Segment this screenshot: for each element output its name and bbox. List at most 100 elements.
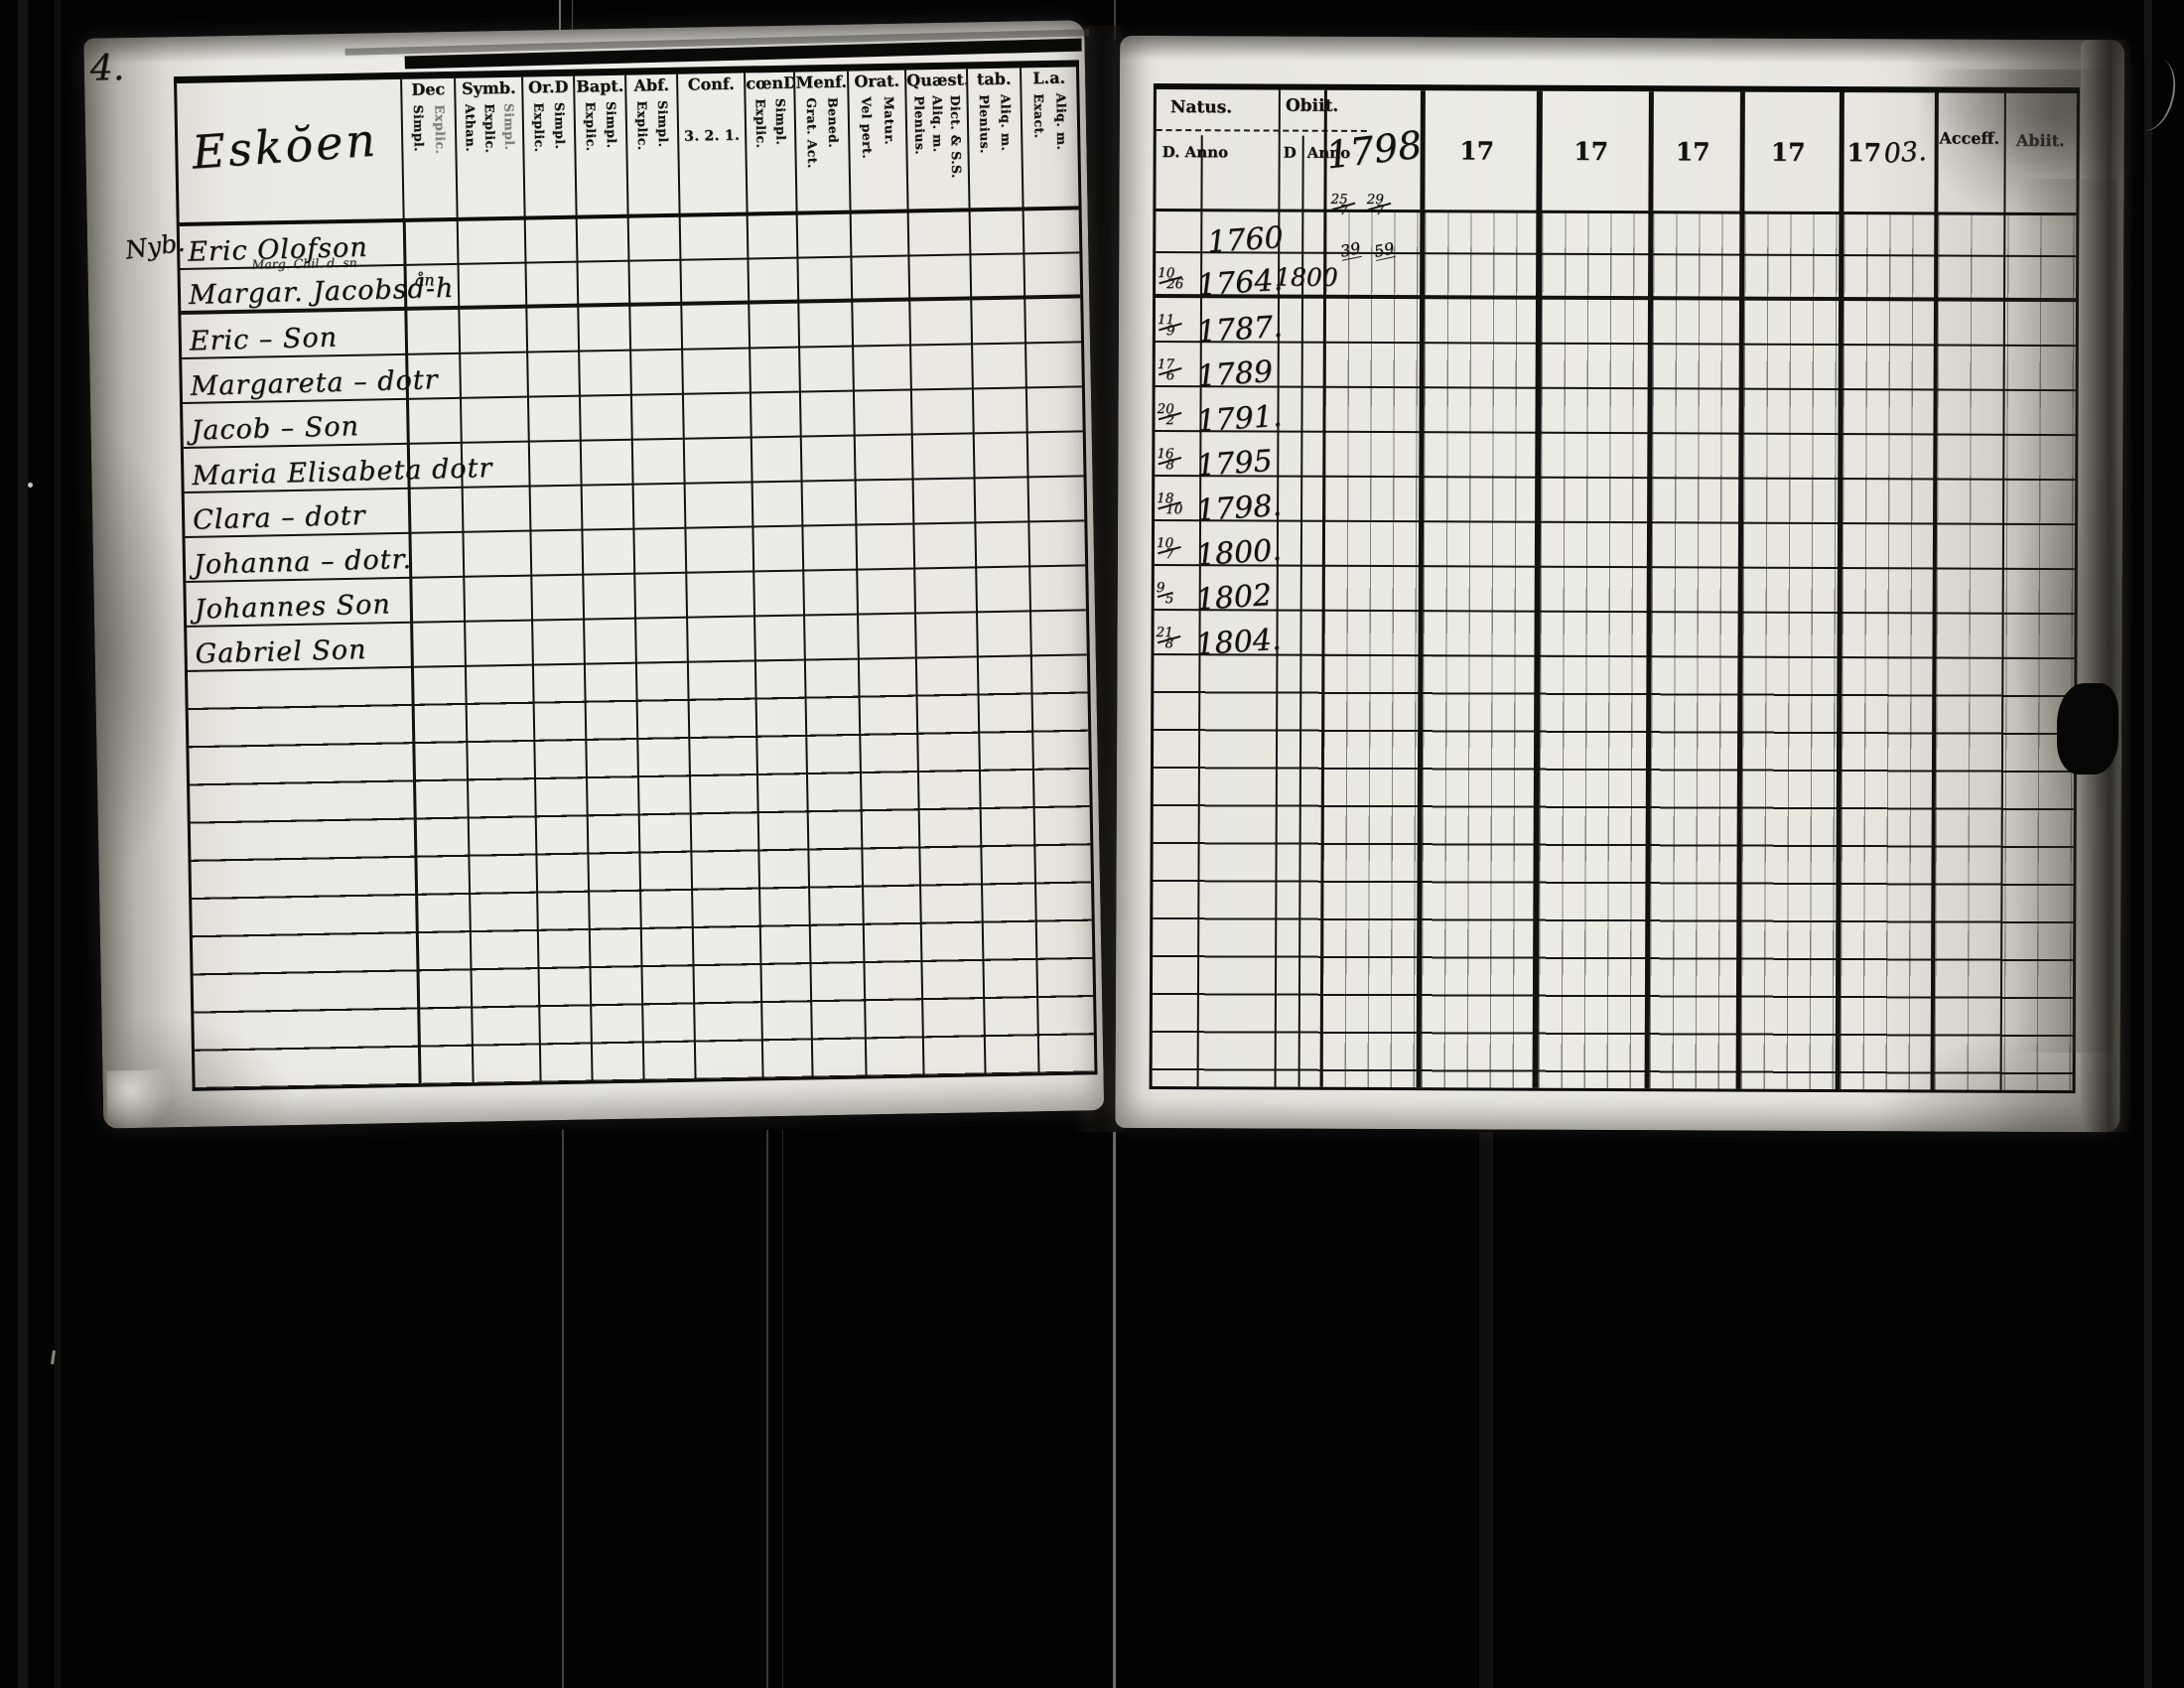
empty-ruled-rows [187, 655, 1095, 1088]
communion-marks: 39 59 [1338, 238, 1397, 261]
column-header-symb: Symb. Athan. Explic. Simpl. [454, 76, 524, 217]
column-label: Menf. [795, 71, 848, 92]
column-sublabel: Explic. [752, 98, 769, 149]
person-name: Johannes Son [194, 589, 392, 626]
film-scratch [2144, 0, 2152, 1688]
year-printed: 17 [1573, 136, 1609, 166]
accessit-label: Acceff. [1939, 128, 2000, 148]
column-sublabel: Simpl. [655, 99, 672, 148]
year-printed: 17 [1770, 137, 1806, 167]
left-table-header: Eskŏen Dec Simpl. Explic. Symb. Athan. Exp… [177, 67, 1079, 227]
column-sublabel: Explic. [531, 102, 548, 153]
column-sublabel: Simpl. [772, 97, 789, 146]
column-label: cœnD [746, 72, 794, 93]
column-sublabel: Simpl. [501, 102, 518, 151]
column-header-orat: Orat. Vel pert. Matur. [847, 70, 907, 211]
column-label: Conf. [687, 73, 735, 94]
column-sublabel: Aliq. m. [1053, 92, 1070, 151]
column-sublabel: Explic. [634, 100, 651, 151]
register-row: 21 8 1804. [1154, 611, 2075, 662]
empty-ruled-rows [1152, 655, 2075, 1091]
column-header-quaest: Quæst. Plenius. Aliq. m. Dict. & S.S. [903, 69, 969, 210]
column-sublabel: Simpl. [411, 104, 427, 152]
column-label: L.a. [1032, 68, 1066, 88]
register-row: 16 8 1795 [1155, 432, 2076, 484]
column-sublabel: Aliq. m. [929, 94, 946, 153]
year-column-header-2: 17 [1420, 90, 1537, 211]
register-row: 18 10 1798. [1155, 477, 2076, 528]
column-sublabel: Dict. & S.S. [947, 94, 965, 179]
year-handwritten: 03. [1883, 135, 1929, 170]
column-label: Symb. [461, 77, 516, 98]
birth-day: 18 10 [1157, 491, 1183, 518]
column-header-dec: Dec Simpl. Explic. [400, 77, 457, 218]
film-scratch [562, 1130, 564, 1688]
column-header-abf: Abf. Explic. Simpl. [624, 73, 679, 214]
birth-day: 16 8 [1157, 446, 1182, 473]
dust-speck [28, 483, 33, 488]
person-name: Eric – Son [189, 322, 339, 357]
column-sublabel: Simpl. [552, 101, 569, 150]
film-scratch [782, 1130, 783, 1688]
birth-day: 11 9 [1158, 312, 1183, 339]
column-sublabel: Grat. Act. [803, 97, 821, 169]
column-label: Or.D [527, 76, 569, 97]
right-register-table: Natus. Obiit. D. Anno D Anno 1798 17 17 … [1149, 83, 2080, 1094]
column-sublabel: Bened. [825, 96, 842, 149]
death-year: 1800 [1275, 262, 1338, 292]
abiit-label: Abiit. [2015, 130, 2065, 151]
column-label: tab. œ. [976, 69, 1012, 91]
birth-day: 20 2 [1157, 401, 1182, 428]
left-register-table: Eskŏen Dec Simpl. Explic. Symb. Athan. Exp… [173, 29, 1098, 1091]
column-header-bapt: Bapt. Explic. Simpl. [573, 74, 627, 215]
register-row: 10 26 1764. 1800 39 59 [1156, 238, 2077, 303]
person-name: Jacob – Son [191, 410, 360, 447]
column-sublabel: 3. [683, 128, 700, 145]
column-sublabel: Exact. [1030, 92, 1047, 139]
year-printed: 17 [1675, 136, 1710, 166]
obiit-subheader-d: D [1283, 143, 1297, 162]
column-header-menf: Menf. Grat. Act. Bened. [793, 70, 850, 211]
year-printed: 17 [1846, 137, 1882, 167]
year-column-header-5: 17 [1739, 92, 1840, 211]
dust-speck [51, 1349, 56, 1365]
column-sublabel: Athan. [463, 103, 479, 153]
film-scratch [1113, 1132, 1116, 1688]
column-header-tab: tab. œ. Plenius.Aliq. m. [965, 68, 1023, 209]
person-name: Clara – dotr [192, 499, 366, 536]
person-name: Johanna – dotr. [193, 543, 413, 581]
register-row: 1760 25 7 29 7 [1156, 192, 2077, 260]
page-corner-curl [106, 1069, 178, 1129]
year-column-header-1703: 17 03. [1839, 92, 1935, 211]
column-label: Orat. [854, 70, 900, 91]
register-row: 17 6 1789 [1155, 343, 2076, 394]
year-printed: 17 [1459, 135, 1495, 166]
column-sublabel: Explic. [432, 104, 449, 155]
register-row: 20 2 1791. [1155, 387, 2076, 439]
person-name: Maria Elisabeta dotr [191, 452, 493, 492]
right-page: Natus. Obiit. D. Anno D Anno 1798 17 17 … [1115, 35, 2125, 1133]
left-page: 4. Nyb. Eskŏen Dec Simpl. Explic. Symb. A… [83, 20, 1105, 1129]
column-label: Quæst. [906, 70, 967, 90]
page-number: 4. [89, 47, 125, 89]
column-label: Bapt. [576, 75, 624, 96]
film-scratch [1479, 1132, 1493, 1688]
column-sublabel: Plenius. [911, 95, 928, 156]
communion-date: 25 7 [1330, 192, 1356, 218]
year-handwritten: 1798 [1323, 122, 1425, 178]
year-column-header-4: 17 [1648, 91, 1740, 211]
communion-mark: 39 [1338, 238, 1363, 261]
natus-subheader: D. Anno [1161, 143, 1229, 162]
natus-label: Natus. [1169, 97, 1233, 118]
column-header-ord: Or.D Explic. Simpl. [521, 75, 576, 216]
column-sublabel: 2. [704, 128, 721, 145]
person-name: Margareta – dotr [190, 364, 439, 402]
year-column-header-3: 17 [1536, 91, 1649, 211]
column-sublabel: Simpl. [604, 100, 620, 149]
column-header-conf: Conf. 3. 2. 1. [676, 72, 747, 213]
column-header-la: L.a. Exact. Aliq. m. [1019, 67, 1079, 208]
register-row: 11 9 1787. [1155, 298, 2077, 350]
column-sublabel: Aliq. m. [998, 93, 1015, 152]
film-scratch [18, 0, 28, 1688]
